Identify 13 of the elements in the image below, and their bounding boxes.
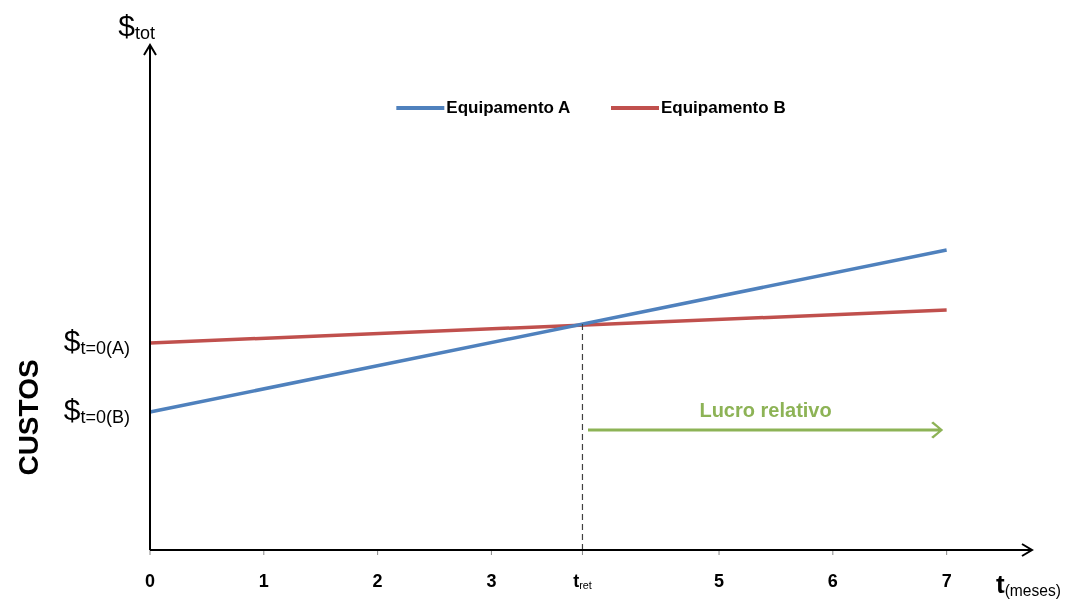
x-tick-label: tret [573,570,592,591]
x-tick-label: 6 [827,570,838,591]
x-axis-title: t(meses) [996,569,1061,600]
x-tick-label: 7 [941,570,952,591]
x-tick-label: 3 [486,570,497,591]
x-tick-label: 2 [372,570,383,591]
x-tick-label: 5 [714,570,725,591]
y-axis-title: CUSTOS [12,359,44,476]
x-tick-label: 0 [144,570,156,591]
x-tick-label: 1 [258,570,269,591]
annotation: Lucro relativo [699,398,832,421]
legend-label: Equipamento A [446,97,571,117]
legend-label: Equipamento B [661,97,786,117]
